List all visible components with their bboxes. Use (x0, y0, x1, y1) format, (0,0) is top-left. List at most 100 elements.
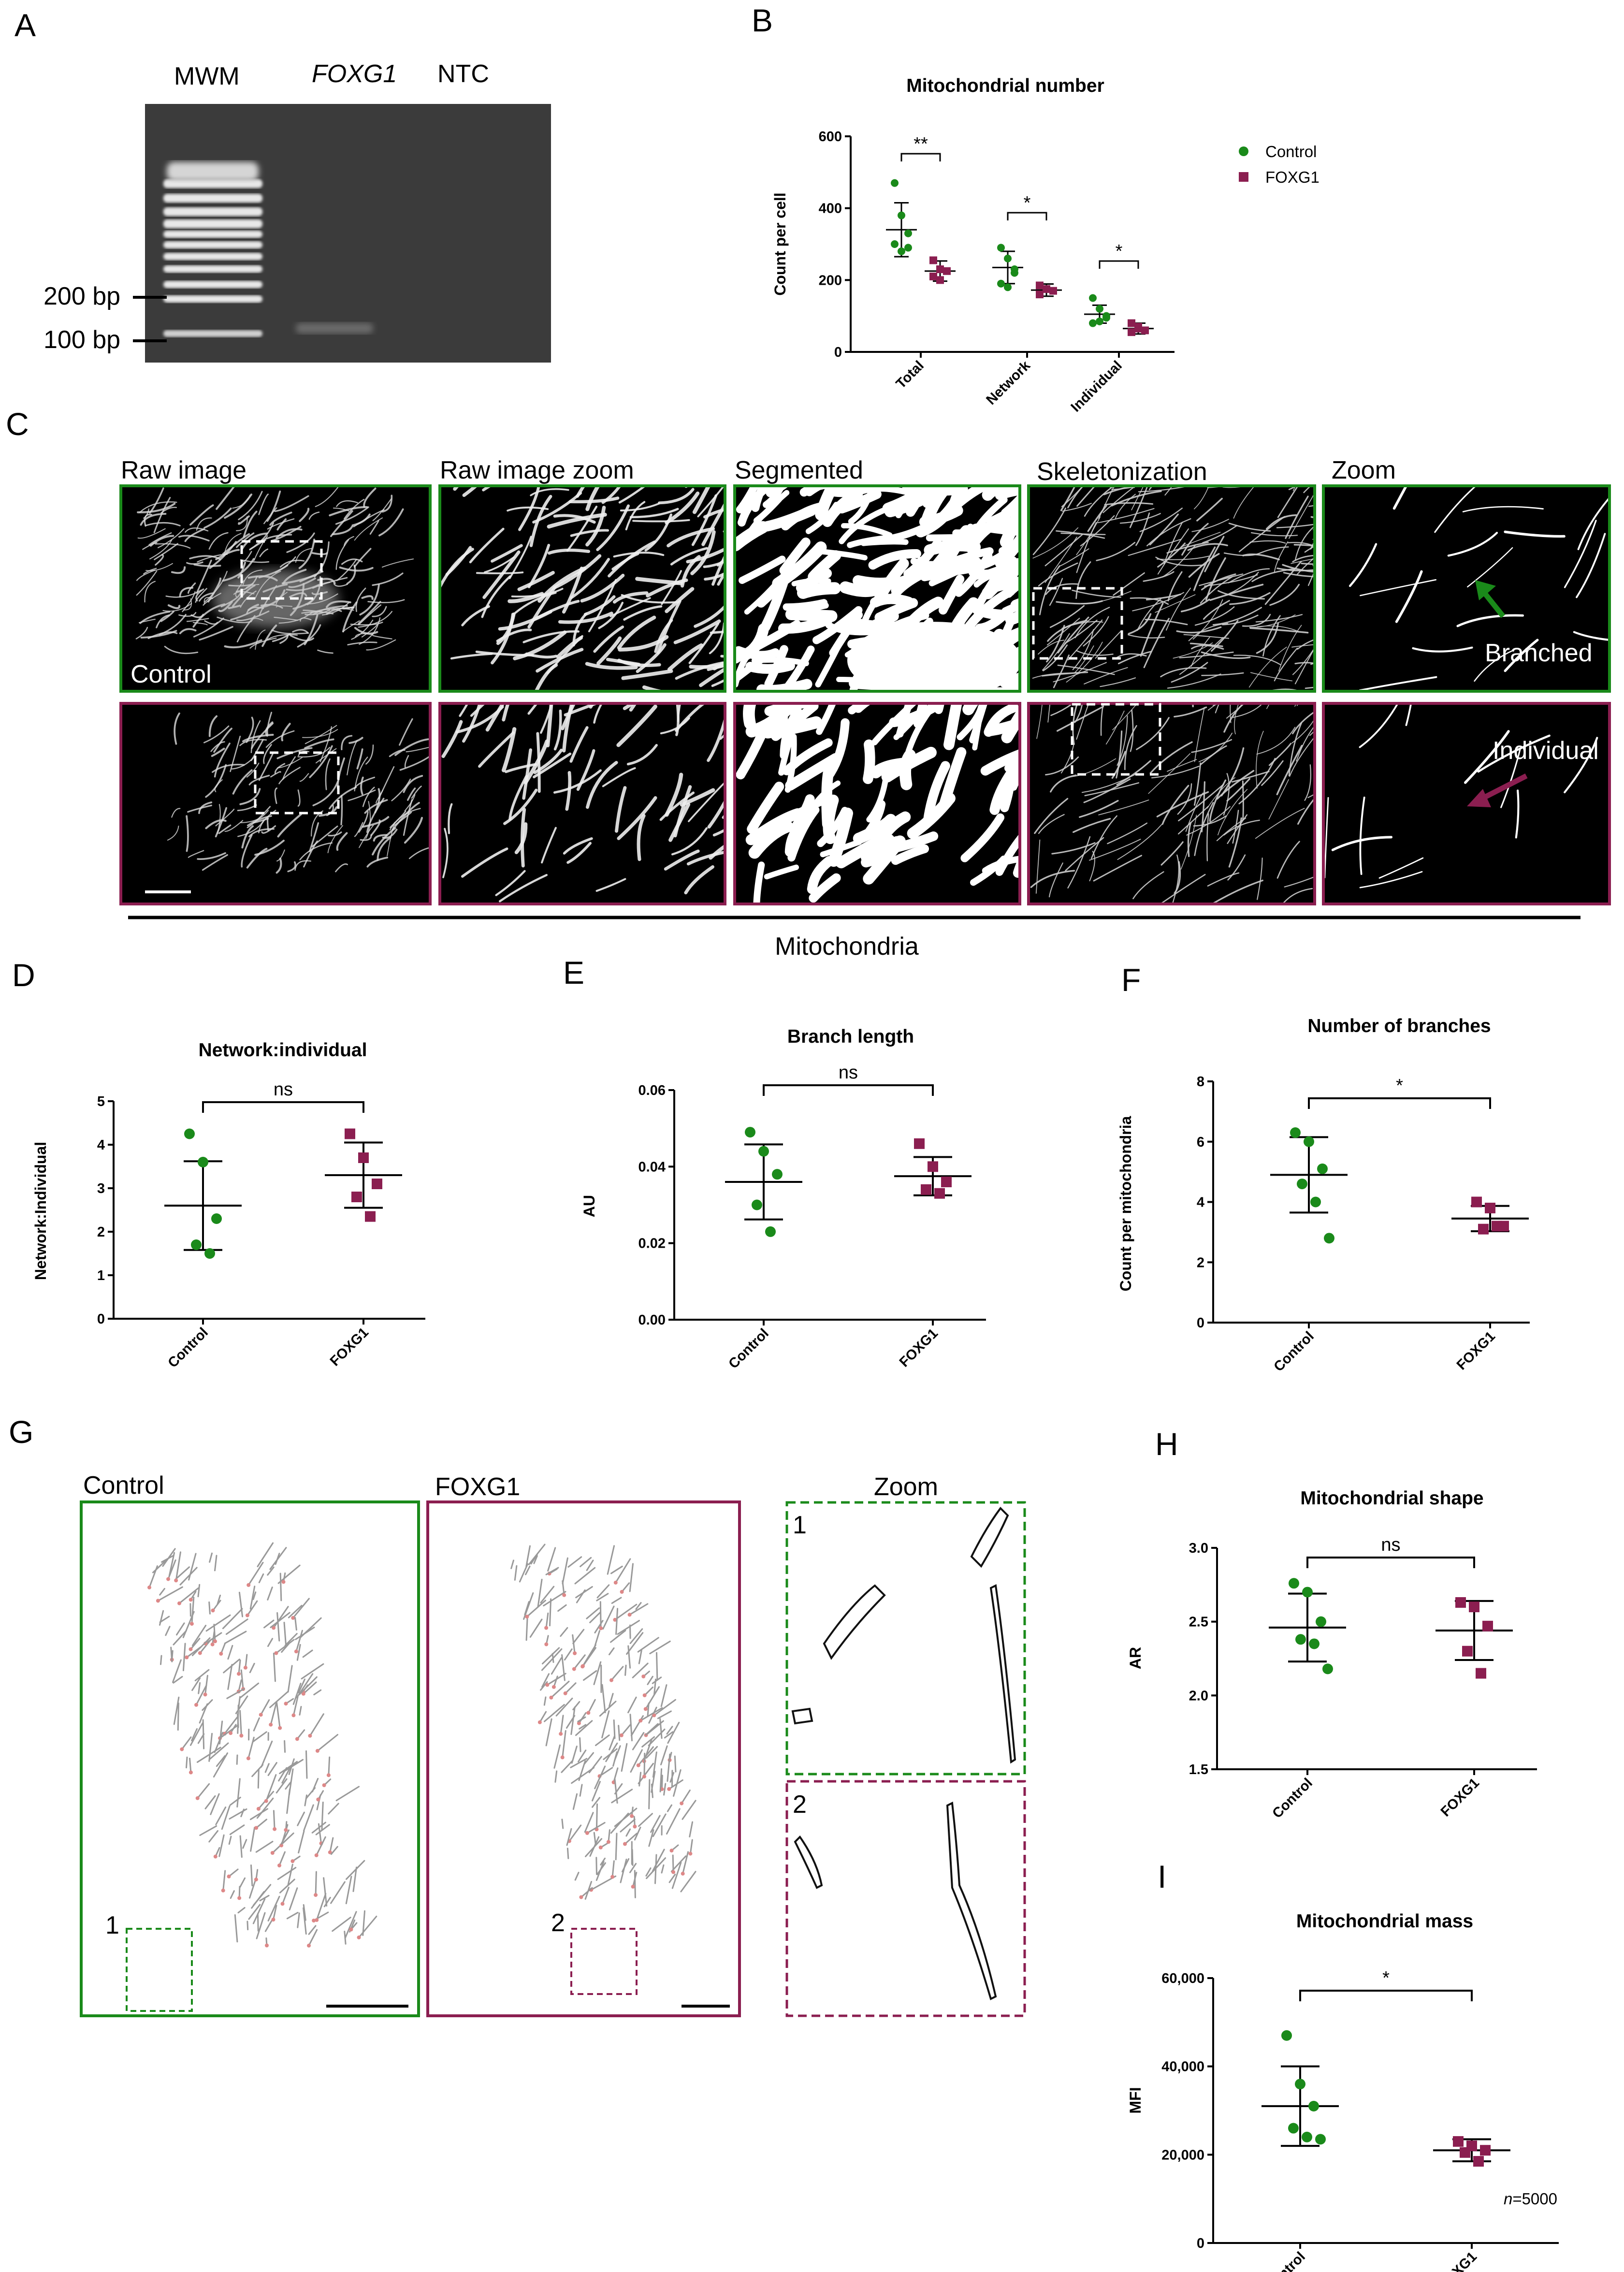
mito-outline (282, 1887, 290, 1905)
mito-outline (308, 1929, 318, 1947)
mito-label-dot (667, 1787, 671, 1791)
mito-label-dot (579, 1895, 583, 1899)
mito-outline (285, 1781, 291, 1790)
mito-outline (526, 1600, 546, 1617)
mito-label-dot (243, 1665, 247, 1670)
x-tick-label: FOXG1 (897, 1325, 941, 1370)
mito-outline (208, 1733, 213, 1762)
micrograph-tile-bg (1029, 486, 1315, 691)
control-point (898, 247, 905, 255)
mito-outline (667, 1721, 680, 1744)
mito-label-dot (203, 1692, 207, 1697)
mito-label-dot (572, 1667, 576, 1671)
g-zoom1-frame (785, 1501, 1026, 1776)
mito-outline (611, 1597, 622, 1604)
mito-outline (264, 1763, 270, 1773)
y-tick-label: 0 (1197, 2236, 1204, 2251)
x-tick-label: Individual (1068, 358, 1125, 415)
mito-outline (557, 1604, 567, 1612)
mito-label-dot (307, 1943, 311, 1948)
mito-outline (595, 1734, 610, 1747)
mito-outline (255, 1841, 274, 1853)
mito-outline (667, 1804, 672, 1812)
chart-i-title: Mitochondrial mass (1296, 1911, 1473, 1932)
mito-outline (601, 1684, 606, 1713)
mito-outline (303, 1804, 314, 1832)
control-point (891, 179, 899, 187)
significance-bracket (1308, 1097, 1491, 1109)
mito-outline (208, 1601, 211, 1615)
mito-outline (264, 1919, 273, 1932)
control-point (1309, 1638, 1320, 1649)
mito-outline (578, 1749, 587, 1762)
foxg1-point (1480, 2145, 1491, 2156)
mito-outline (273, 1810, 276, 1830)
mito-label-dot (195, 1796, 200, 1800)
mito-outline (595, 1803, 598, 1830)
foxg1-point (1043, 285, 1050, 293)
mito-outline (230, 1890, 235, 1899)
panel-g-outlines: Control FOXG1 Zoom 1 2 1 2 (80, 1471, 1026, 2017)
mito-outline (540, 1681, 548, 1691)
mito-outline (283, 1621, 287, 1645)
mito-outline (601, 1710, 610, 1739)
mito-outline (592, 1797, 601, 1808)
mito-outline (239, 1710, 242, 1736)
foxg1-point (941, 1177, 952, 1187)
mito-label-dot (246, 1756, 250, 1761)
mito-outline (236, 1778, 241, 1808)
mito-outline (249, 1877, 257, 1899)
ladder-band (163, 295, 262, 303)
mito-label-dot (609, 1678, 613, 1682)
mito-label-dot (213, 1639, 217, 1644)
mito-outline (624, 1833, 638, 1845)
ladder-band (163, 330, 262, 337)
mito-outline (229, 1824, 245, 1835)
mito-outline (278, 1851, 286, 1866)
mito-outline (638, 1772, 642, 1787)
y-tick-label: 5 (97, 1094, 105, 1109)
mito-outline (682, 1851, 689, 1875)
mito-label-dot (562, 1593, 566, 1597)
mito-outline (660, 1684, 667, 1707)
branched-label: Branched (1485, 639, 1593, 667)
micrograph-grid (119, 484, 1611, 905)
micrograph-texture (1030, 703, 1315, 904)
mito-outline (585, 1838, 603, 1857)
mito-label-dot (316, 1797, 320, 1802)
mito-label-dot (606, 1840, 610, 1844)
mito-label-dot (246, 1583, 251, 1587)
control-point (1288, 2123, 1299, 2134)
mito-outline (599, 1701, 617, 1717)
skeleton-zoom-box-foxg1 (1071, 703, 1161, 776)
mito-outline (181, 1736, 192, 1750)
g-foxg1-frame (426, 1500, 741, 2017)
foxg1-point (1478, 1223, 1489, 1235)
mito-outline (179, 1567, 198, 1586)
control-point (1089, 294, 1097, 302)
panel-b-chart: Mitochondrial number Count per cell 0 200… (771, 75, 1320, 415)
mito-outline (596, 1862, 606, 1876)
mito-outline (227, 1664, 233, 1690)
g-header-control: Control (83, 1471, 164, 1500)
control-tile-border (438, 484, 726, 693)
mito-outline (553, 1744, 561, 1769)
mito-outline (577, 1716, 586, 1722)
mito-outline (645, 1723, 659, 1736)
mito-outline (689, 1839, 693, 1855)
control-point (1304, 1136, 1314, 1147)
mito-outline (627, 1645, 631, 1669)
mito-label-dot (669, 1849, 674, 1853)
control-point (1324, 1233, 1334, 1244)
foxg1-point (1128, 328, 1135, 336)
mito-outline (605, 1742, 618, 1762)
mito-label-dot (559, 1732, 563, 1736)
mito-outline (222, 1608, 243, 1630)
mito-outline (222, 1870, 226, 1892)
mito-outline (219, 1724, 239, 1739)
mito-label-dot (315, 1918, 319, 1922)
mito-outline (666, 1808, 681, 1835)
mito-label-dot (610, 1875, 615, 1879)
mito-outline (613, 1719, 616, 1739)
mito-outline (227, 1645, 233, 1660)
